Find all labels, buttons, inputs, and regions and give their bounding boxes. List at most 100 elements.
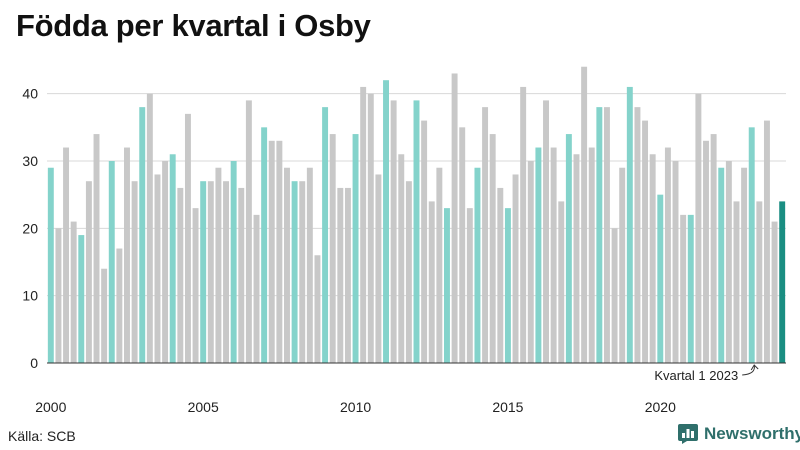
bar bbox=[527, 161, 534, 363]
bar bbox=[85, 181, 92, 363]
x-tick-label: 2000 bbox=[35, 399, 66, 415]
bar bbox=[497, 187, 504, 363]
bar bbox=[596, 107, 603, 363]
bar bbox=[687, 214, 694, 363]
bar bbox=[344, 187, 351, 363]
bar bbox=[200, 181, 207, 363]
bar bbox=[428, 201, 435, 363]
bar-chart-logo-icon bbox=[678, 424, 698, 444]
bar bbox=[459, 127, 466, 363]
bar bbox=[124, 147, 130, 363]
x-tick-label: 2005 bbox=[188, 399, 219, 415]
bar bbox=[466, 208, 473, 363]
y-tick-label: 30 bbox=[22, 153, 38, 169]
bar bbox=[680, 214, 687, 363]
bar bbox=[299, 181, 306, 363]
bar bbox=[154, 174, 161, 363]
brand-logo: Newsworthy bbox=[678, 424, 800, 444]
bar bbox=[116, 248, 123, 363]
bar bbox=[664, 147, 671, 363]
bar bbox=[733, 201, 740, 363]
bar bbox=[367, 93, 374, 364]
bar bbox=[329, 134, 336, 363]
bar bbox=[703, 140, 709, 363]
bar bbox=[405, 181, 412, 363]
bar bbox=[512, 174, 519, 363]
bar bbox=[436, 167, 443, 363]
bar bbox=[603, 107, 610, 363]
bar bbox=[474, 167, 481, 363]
bar bbox=[504, 208, 511, 363]
bar bbox=[695, 93, 702, 364]
bar bbox=[565, 134, 572, 363]
bar bbox=[558, 201, 565, 363]
bar bbox=[649, 154, 656, 363]
bar bbox=[215, 167, 222, 363]
bar bbox=[383, 80, 389, 363]
bar bbox=[192, 208, 199, 363]
bar bbox=[390, 100, 397, 364]
bar bbox=[543, 100, 549, 364]
bar bbox=[550, 147, 557, 363]
bar bbox=[93, 134, 100, 363]
y-tick-label: 0 bbox=[30, 355, 38, 371]
bar bbox=[763, 120, 770, 363]
bar bbox=[261, 127, 268, 363]
bar bbox=[771, 221, 778, 363]
bar bbox=[78, 235, 85, 363]
bar bbox=[756, 201, 763, 363]
bar bbox=[535, 147, 542, 363]
bar bbox=[291, 181, 298, 363]
bar bbox=[619, 167, 626, 363]
bar bbox=[230, 161, 237, 363]
bar bbox=[238, 187, 245, 363]
bar bbox=[398, 154, 405, 363]
x-tick-label: 2010 bbox=[340, 399, 371, 415]
bar bbox=[245, 100, 252, 364]
bar bbox=[284, 167, 290, 363]
bar bbox=[162, 161, 169, 363]
bar bbox=[573, 154, 580, 363]
y-axis-ticks: 0 10 20 30 40 bbox=[22, 86, 38, 371]
bar bbox=[139, 107, 146, 363]
bar bbox=[184, 113, 191, 364]
bar bbox=[223, 181, 229, 363]
bar bbox=[725, 161, 732, 363]
bar bbox=[131, 181, 138, 363]
bar bbox=[322, 107, 329, 363]
x-axis-ticks: 2000 2005 2010 2015 2020 bbox=[35, 399, 676, 415]
last-quarter-annotation: Kvartal 1 2023 bbox=[654, 364, 759, 383]
bar bbox=[642, 120, 649, 363]
bar-chart: 0 10 20 30 40 2000 2005 2010 2015 2020 Kvartal 1… bbox=[22, 66, 786, 415]
bar bbox=[588, 147, 595, 363]
bar bbox=[444, 208, 450, 363]
bar bbox=[146, 93, 153, 364]
bar bbox=[634, 107, 641, 363]
annotation-label: Kvartal 1 2023 bbox=[654, 368, 738, 383]
bar bbox=[748, 127, 755, 363]
x-tick-label: 2015 bbox=[492, 399, 523, 415]
bar bbox=[611, 228, 618, 363]
bar bbox=[47, 167, 54, 363]
bar bbox=[421, 120, 428, 363]
y-tick-label: 10 bbox=[22, 288, 38, 304]
annotation-arrowhead bbox=[750, 364, 759, 371]
bars bbox=[47, 66, 786, 364]
bar bbox=[306, 167, 313, 363]
bar bbox=[375, 174, 382, 363]
bar bbox=[710, 134, 717, 363]
bar bbox=[314, 255, 321, 363]
bar bbox=[108, 161, 115, 363]
bar bbox=[177, 187, 184, 363]
bar bbox=[779, 201, 786, 363]
x-tick-label: 2020 bbox=[645, 399, 676, 415]
bar bbox=[520, 86, 527, 364]
bar bbox=[718, 167, 725, 363]
bar bbox=[70, 221, 77, 363]
bar bbox=[276, 140, 283, 363]
bar bbox=[581, 66, 588, 363]
y-tick-label: 20 bbox=[22, 220, 38, 236]
bar bbox=[482, 107, 489, 363]
bar bbox=[169, 154, 176, 363]
bar bbox=[672, 161, 679, 363]
